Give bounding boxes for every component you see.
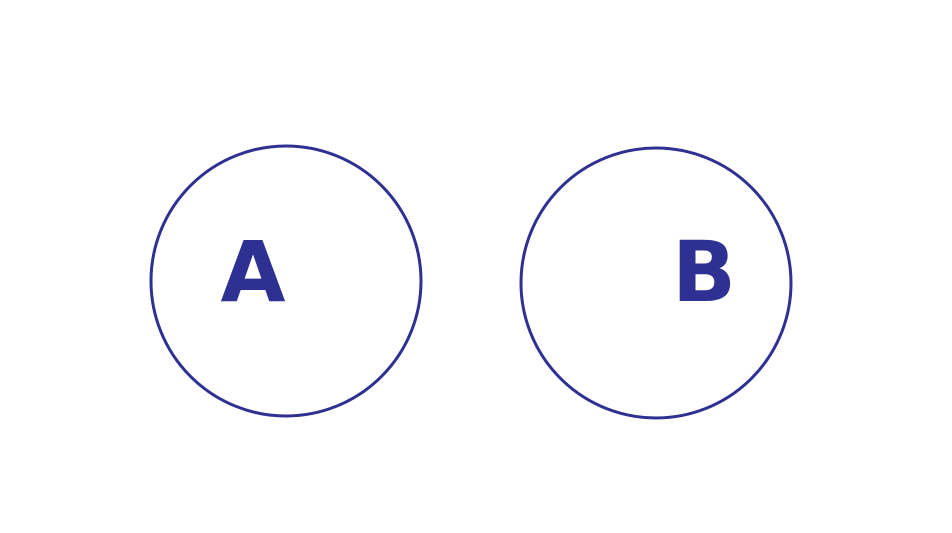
circle-b-group: B bbox=[519, 146, 793, 420]
circle-b-label: B bbox=[672, 223, 736, 321]
circle-a-group: A bbox=[149, 144, 423, 418]
circle-a-label: A bbox=[220, 223, 285, 321]
circle-a bbox=[149, 144, 423, 418]
circle-b bbox=[519, 146, 793, 420]
